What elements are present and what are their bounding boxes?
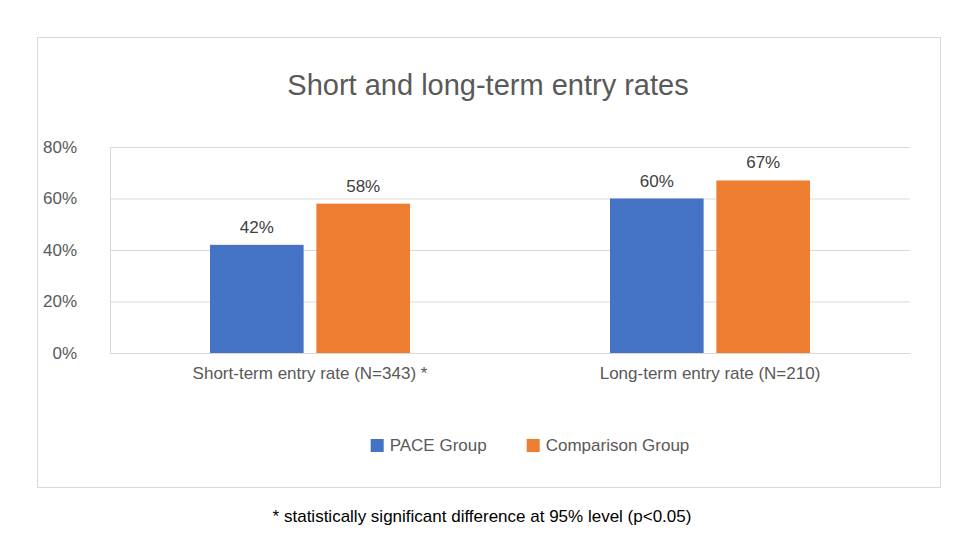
chart: Short and long-term entry rates 0% 20% 40% 6… [0,0,960,543]
footnote: * statistically significant difference a… [273,507,692,526]
title: Short and long-term entry rates [287,69,688,101]
bar [716,180,810,353]
x-tick: Short-term entry rate (N=343) * [193,353,428,383]
grid-line [110,353,910,354]
y-axis: 0% 20% 40% 60% 80% [43,138,111,363]
bar [210,245,304,353]
data-label: 58% [346,177,380,196]
y-tick-label: 20% [43,292,77,311]
y-tick: 0% [52,344,110,363]
x-tick-label: Short-term entry rate (N=343) * [193,364,428,383]
bars [210,180,810,353]
data-label: 60% [640,172,674,191]
legend-item: Comparison Group [527,436,690,455]
y-axis-line [110,148,111,354]
y-tick: 60% [43,189,110,208]
legend-label: PACE Group [390,436,487,455]
legend-item: PACE Group [371,436,487,455]
data-label: 42% [240,218,274,237]
data-label: 67% [746,153,780,172]
y-tick-label: 40% [43,241,77,260]
y-tick: 80% [43,138,110,157]
chart-frame [38,38,941,488]
bar [316,204,410,353]
bar [610,199,704,354]
legend-swatch [527,439,540,452]
legend: PACE Group Comparison Group [371,436,690,455]
legend-label: Comparison Group [546,436,690,455]
y-tick: 20% [43,292,110,311]
x-axis: Short-term entry rate (N=343) * Long-term… [111,353,911,383]
grid-line [110,147,910,148]
data-labels: 42% 60% 58% 67% [240,153,780,236]
grid [110,148,910,354]
x-tick-label: Long-term entry rate (N=210) [600,364,821,383]
x-axis-line [111,353,911,354]
y-tick-label: 80% [43,138,77,157]
legend-swatch [371,439,384,452]
y-tick-label: 60% [43,189,77,208]
y-tick: 40% [43,241,110,260]
y-tick-label: 0% [52,344,77,363]
x-tick: Long-term entry rate (N=210) [600,353,821,383]
